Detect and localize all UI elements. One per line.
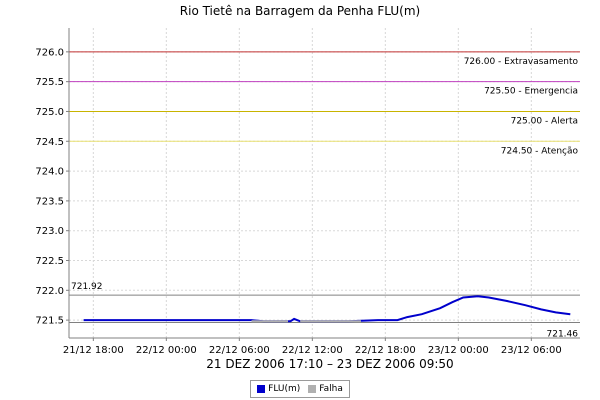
y-tick-label: 724.5 [35,137,64,148]
threshold-lines: 726.00 - Extravasamento 725.50 - Emergenc… [69,51,580,340]
x-axis-label: 21 DEZ 2006 17:10 – 23 DEZ 2006 09:50 [206,357,453,371]
threshold-label: 725.50 - Emergencia [484,87,578,97]
series-line-flu [83,295,571,323]
legend-item-falha: Falha [308,384,343,394]
threshold-label: 724.50 - Atenção [501,146,579,156]
y-tick-label: 724.0 [35,167,64,178]
legend: FLU(m) Falha [250,380,350,398]
max-marker-label: 721.92 [71,282,103,292]
x-tick-label: 22/12 12:00 [282,345,343,356]
legend-swatch-flu [257,385,266,393]
legend-label-flu: FLU(m) [268,384,301,394]
x-tick-label: 22/12 06:00 [209,345,270,356]
y-tick-label: 722.5 [35,256,64,267]
y-tick-label: 723.0 [35,226,64,237]
y-tick-label: 725.5 [35,77,64,88]
plot-area [69,28,580,338]
legend-item-flu: FLU(m) [257,384,300,394]
x-tick-label: 21/12 18:00 [63,345,124,356]
y-tick-label: 725.0 [35,107,64,118]
threshold-label: 725.00 - Alerta [511,116,578,126]
series [83,295,571,323]
threshold-label: 726.00 - Extravasamento [464,57,579,67]
x-tick-label: 23/12 06:00 [501,345,562,356]
axes: 721.5 722.0 722.5 723.0 723.5 724.0 724.5 725.0… [35,28,580,356]
min-marker-label: 721.46 [547,330,579,340]
x-tick-label: 22/12 00:00 [136,345,197,356]
y-tick-label: 726.0 [35,47,64,58]
chart-title: Rio Tietê na Barragem da Penha FLU(m) [180,4,420,18]
x-tick-label: 22/12 18:00 [355,345,416,356]
y-tick-label: 723.5 [35,196,64,207]
x-tick-label: 23/12 00:00 [428,345,489,356]
legend-swatch-falha [308,385,317,393]
y-tick-label: 722.0 [35,286,64,297]
legend-label-falha: Falha [319,384,343,394]
y-tick-label: 721.5 [35,316,64,327]
